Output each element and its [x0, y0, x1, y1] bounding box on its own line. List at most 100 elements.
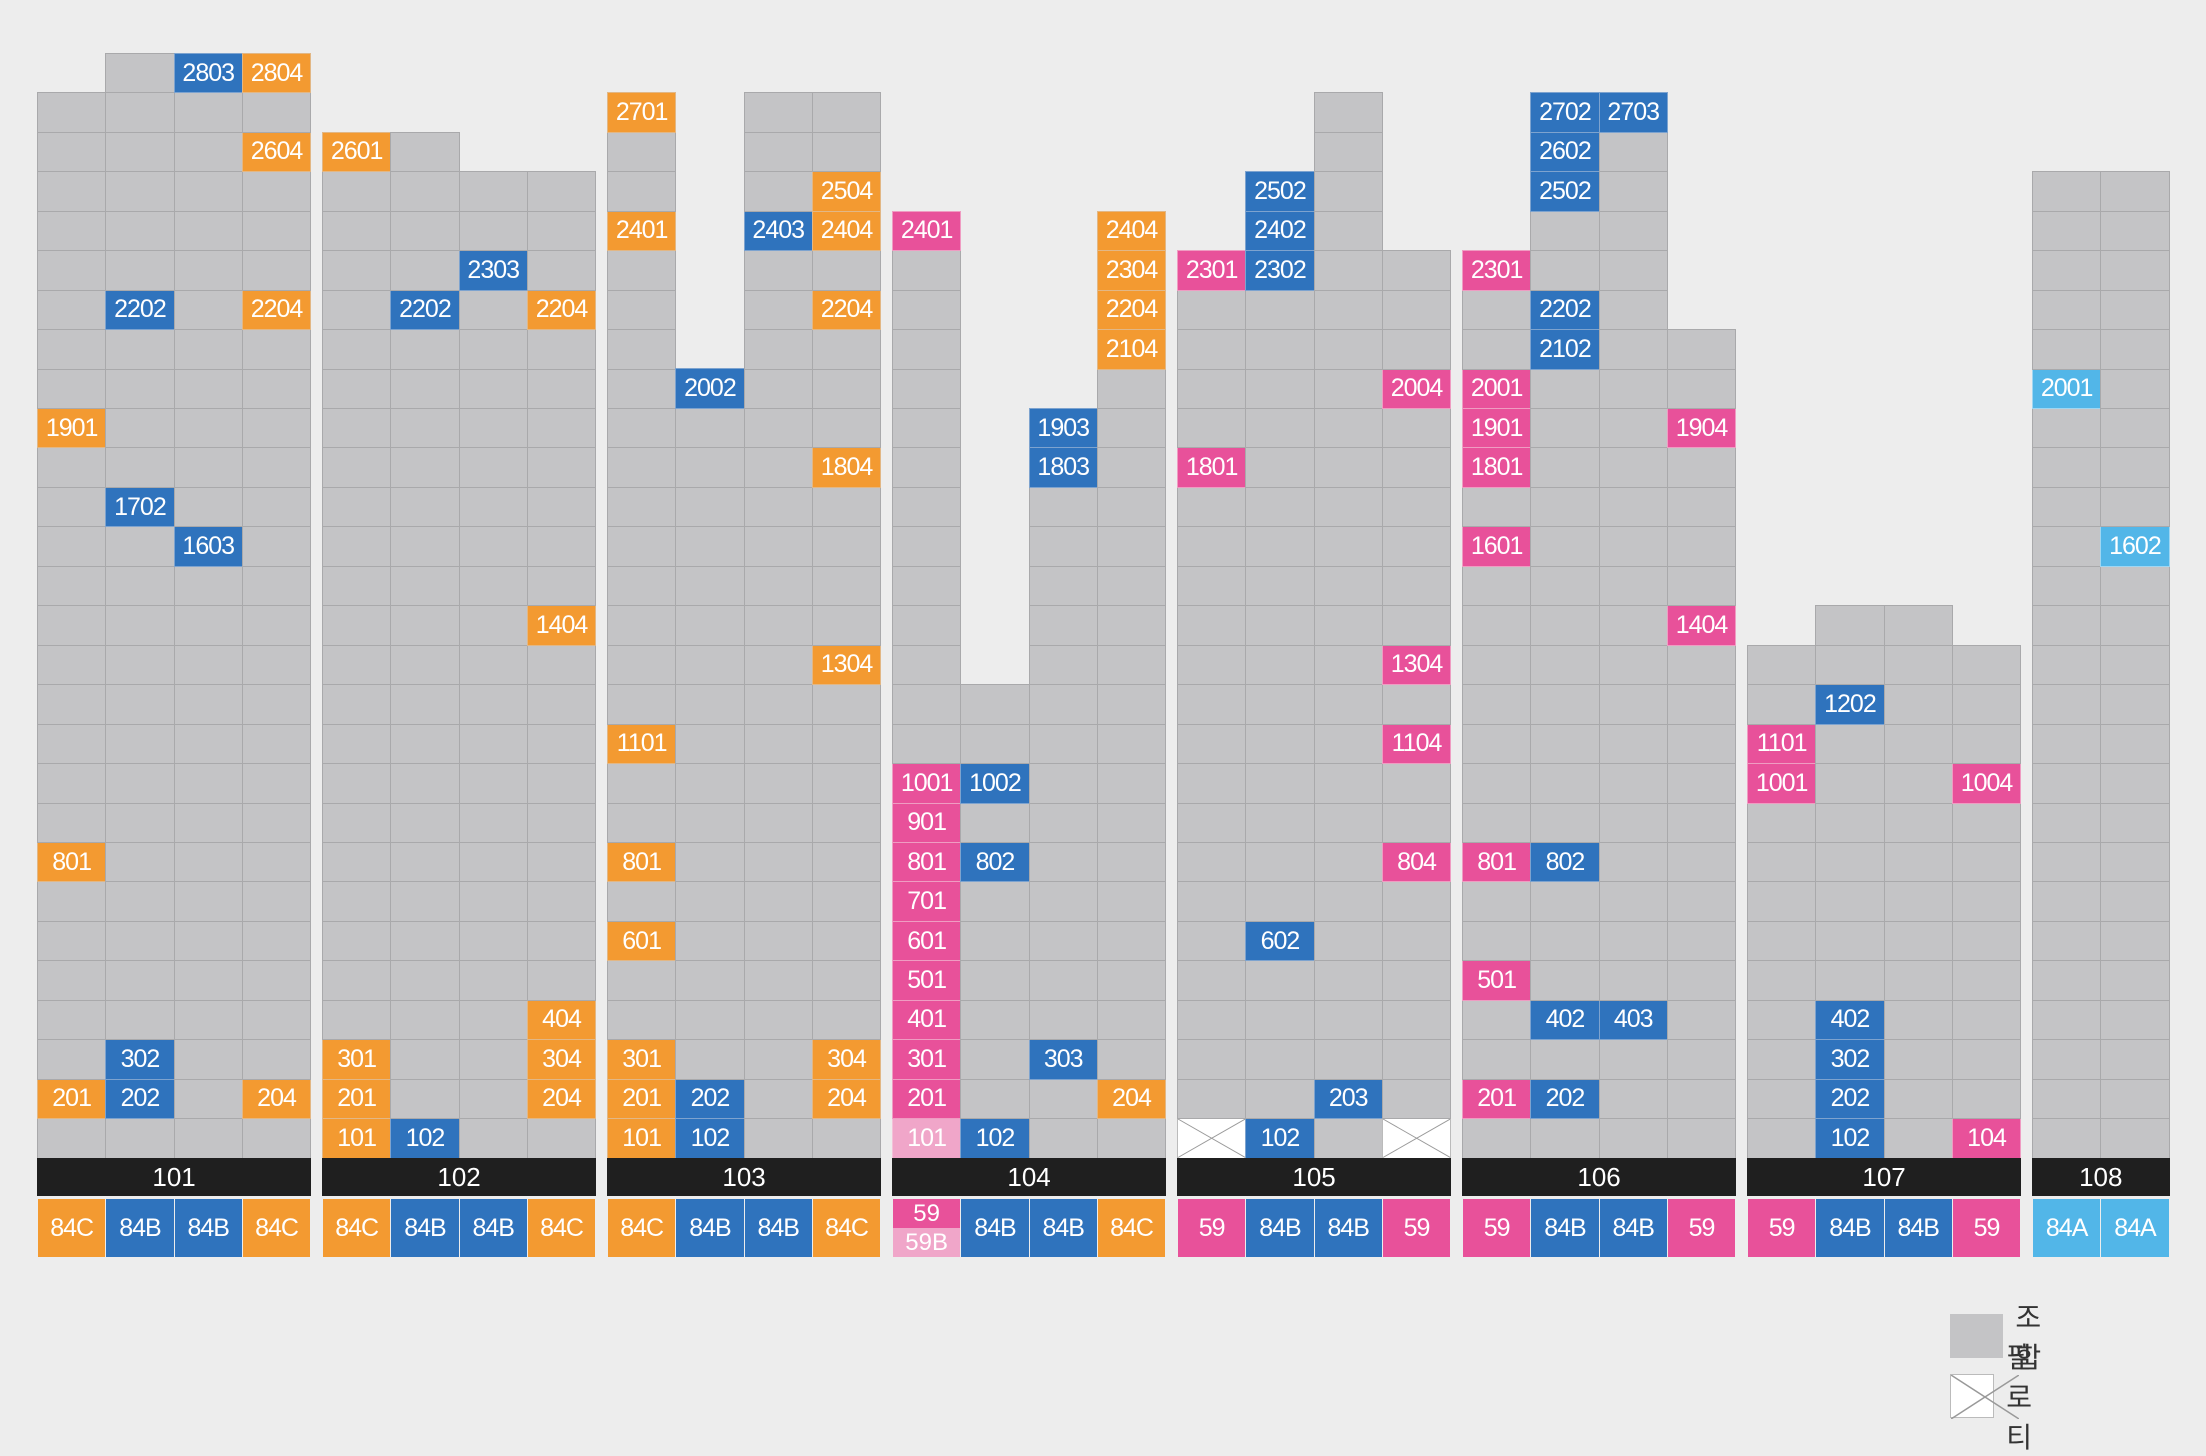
floor-cell	[1381, 684, 1452, 725]
floor-cell	[322, 486, 392, 528]
floor-cell	[960, 999, 1030, 1041]
floor-cell	[1747, 1118, 1817, 1159]
floor-cell	[1096, 447, 1167, 488]
floor-cell	[241, 644, 312, 686]
floor-cell	[1747, 841, 1817, 883]
unit-104-801: 801	[892, 841, 962, 883]
floor-cell	[105, 250, 175, 291]
floor-cell	[241, 486, 312, 528]
floor-cell	[743, 960, 813, 1001]
floor-cell	[1028, 1078, 1098, 1119]
floor-cell	[1598, 1078, 1668, 1119]
floor-cell	[241, 1039, 312, 1080]
floor-cell	[1530, 526, 1600, 567]
floor-cell	[1245, 1078, 1315, 1119]
floor-cell	[173, 447, 243, 488]
unit-107-1001: 1001	[1747, 763, 1817, 804]
floor-cell	[2032, 526, 2102, 567]
floor-cell	[743, 723, 813, 764]
floor-cell	[2032, 329, 2102, 370]
unit-105-1304: 1304	[1381, 644, 1452, 686]
floor-cell	[526, 881, 597, 922]
building-label-104: 104	[892, 1158, 1167, 1196]
floor-cell	[2032, 605, 2102, 646]
floor-cell	[1381, 329, 1452, 370]
floor-cell	[1096, 565, 1167, 607]
floor-cell	[607, 447, 677, 488]
unit-103-2002: 2002	[675, 368, 745, 409]
floor-cell	[1028, 486, 1098, 528]
floor-cell	[241, 329, 312, 370]
floor-cell	[892, 605, 962, 646]
floor-cell	[811, 960, 882, 1001]
unit-type-label: 84B	[105, 1198, 175, 1258]
floor-cell	[1028, 802, 1098, 843]
building-label-103: 103	[607, 1158, 882, 1196]
floor-cell	[241, 407, 312, 449]
unit-type-label: 84C	[526, 1198, 597, 1258]
floor-cell	[1747, 1039, 1817, 1080]
floor-cell	[173, 368, 243, 409]
floor-cell	[1462, 644, 1532, 686]
floor-cell	[743, 881, 813, 922]
floor-cell	[1815, 920, 1885, 962]
floor-cell	[390, 999, 460, 1041]
floor-cell	[811, 723, 882, 764]
floor-cell	[105, 763, 175, 804]
floor-cell	[1747, 999, 1817, 1041]
floor-cell	[1313, 565, 1383, 607]
floor-cell	[2100, 171, 2170, 212]
floor-cell	[675, 920, 745, 962]
floor-cell	[1883, 1078, 1953, 1119]
floor-cell	[892, 250, 962, 291]
unit-106-402: 402	[1530, 999, 1600, 1041]
floor-cell	[607, 684, 677, 725]
floor-cell	[1313, 1039, 1383, 1080]
floor-cell	[1028, 841, 1098, 883]
floor-cell	[390, 526, 460, 567]
floor-cell	[1815, 605, 1885, 646]
unit-102-2202: 2202	[390, 289, 460, 330]
unit-104-401: 401	[892, 999, 962, 1041]
floor-cell	[1530, 368, 1600, 409]
floor-cell	[1815, 644, 1885, 686]
floor-cell	[2032, 565, 2102, 607]
floor-cell	[607, 763, 677, 804]
floor-cell	[1096, 605, 1167, 646]
floor-cell	[1598, 1039, 1668, 1080]
floor-cell	[1951, 881, 2022, 922]
floor-cell	[960, 1039, 1030, 1080]
unit-107-102: 102	[1815, 1118, 1885, 1159]
unit-type-split: 59 59B	[892, 1198, 962, 1258]
floor-cell	[960, 723, 1030, 764]
floor-cell	[322, 723, 392, 764]
floor-cell	[1177, 920, 1247, 962]
floor-cell	[1177, 684, 1247, 725]
floor-cell	[322, 644, 392, 686]
floor-cell	[37, 802, 107, 843]
legend-swatch-union	[1950, 1314, 2004, 1358]
floor-cell	[1462, 881, 1532, 922]
floor-cell	[2032, 289, 2102, 330]
floor-cell	[1381, 802, 1452, 843]
floor-cell	[811, 486, 882, 528]
floor-cell	[1598, 407, 1668, 449]
floor-cell	[1462, 329, 1532, 370]
floor-cell	[2100, 723, 2170, 764]
unit-105-602: 602	[1245, 920, 1315, 962]
floor-cell	[173, 407, 243, 449]
floor-cell	[1666, 723, 1737, 764]
floor-cell	[675, 565, 745, 607]
floor-cell	[322, 881, 392, 922]
floor-cell	[1666, 881, 1737, 922]
floor-cell	[105, 999, 175, 1041]
floor-cell	[1096, 881, 1167, 922]
unit-type-label: 84B	[960, 1198, 1030, 1258]
floor-cell	[1815, 763, 1885, 804]
floor-cell	[1313, 684, 1383, 725]
floor-cell	[811, 881, 882, 922]
floor-cell	[743, 841, 813, 883]
floor-cell	[1028, 565, 1098, 607]
floor-cell	[1096, 407, 1167, 449]
floor-cell	[1313, 644, 1383, 686]
